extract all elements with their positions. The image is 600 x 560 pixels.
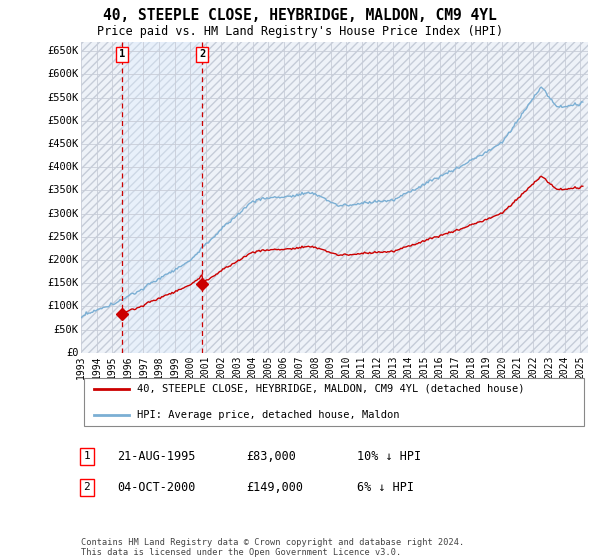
Text: Price paid vs. HM Land Registry's House Price Index (HPI): Price paid vs. HM Land Registry's House … — [97, 25, 503, 38]
Text: £300K: £300K — [47, 209, 79, 218]
Text: 10% ↓ HPI: 10% ↓ HPI — [357, 450, 421, 463]
Text: 40, STEEPLE CLOSE, HEYBRIDGE, MALDON, CM9 4YL: 40, STEEPLE CLOSE, HEYBRIDGE, MALDON, CM… — [103, 8, 497, 24]
Text: £450K: £450K — [47, 139, 79, 149]
Text: 40, STEEPLE CLOSE, HEYBRIDGE, MALDON, CM9 4YL (detached house): 40, STEEPLE CLOSE, HEYBRIDGE, MALDON, CM… — [137, 384, 524, 394]
Text: £149,000: £149,000 — [246, 480, 303, 494]
Text: £500K: £500K — [47, 116, 79, 126]
Text: £600K: £600K — [47, 69, 79, 80]
Text: 2: 2 — [83, 482, 91, 492]
Text: 2: 2 — [199, 49, 205, 59]
Text: 1: 1 — [83, 451, 91, 461]
Text: £250K: £250K — [47, 232, 79, 242]
Text: £100K: £100K — [47, 301, 79, 311]
Text: £650K: £650K — [47, 46, 79, 56]
FancyBboxPatch shape — [83, 378, 584, 426]
Text: 21-AUG-1995: 21-AUG-1995 — [117, 450, 196, 463]
Text: Contains HM Land Registry data © Crown copyright and database right 2024.
This d: Contains HM Land Registry data © Crown c… — [81, 538, 464, 557]
Text: 04-OCT-2000: 04-OCT-2000 — [117, 480, 196, 494]
Text: £150K: £150K — [47, 278, 79, 288]
Text: £200K: £200K — [47, 255, 79, 265]
Text: 1: 1 — [119, 49, 125, 59]
Text: 6% ↓ HPI: 6% ↓ HPI — [357, 480, 414, 494]
Text: HPI: Average price, detached house, Maldon: HPI: Average price, detached house, Mald… — [137, 410, 399, 420]
Bar — [122, 42, 202, 353]
Text: £550K: £550K — [47, 92, 79, 102]
Text: £0: £0 — [66, 348, 79, 358]
Text: £400K: £400K — [47, 162, 79, 172]
Text: £350K: £350K — [47, 185, 79, 195]
Text: £83,000: £83,000 — [246, 450, 296, 463]
Text: £50K: £50K — [53, 325, 79, 335]
